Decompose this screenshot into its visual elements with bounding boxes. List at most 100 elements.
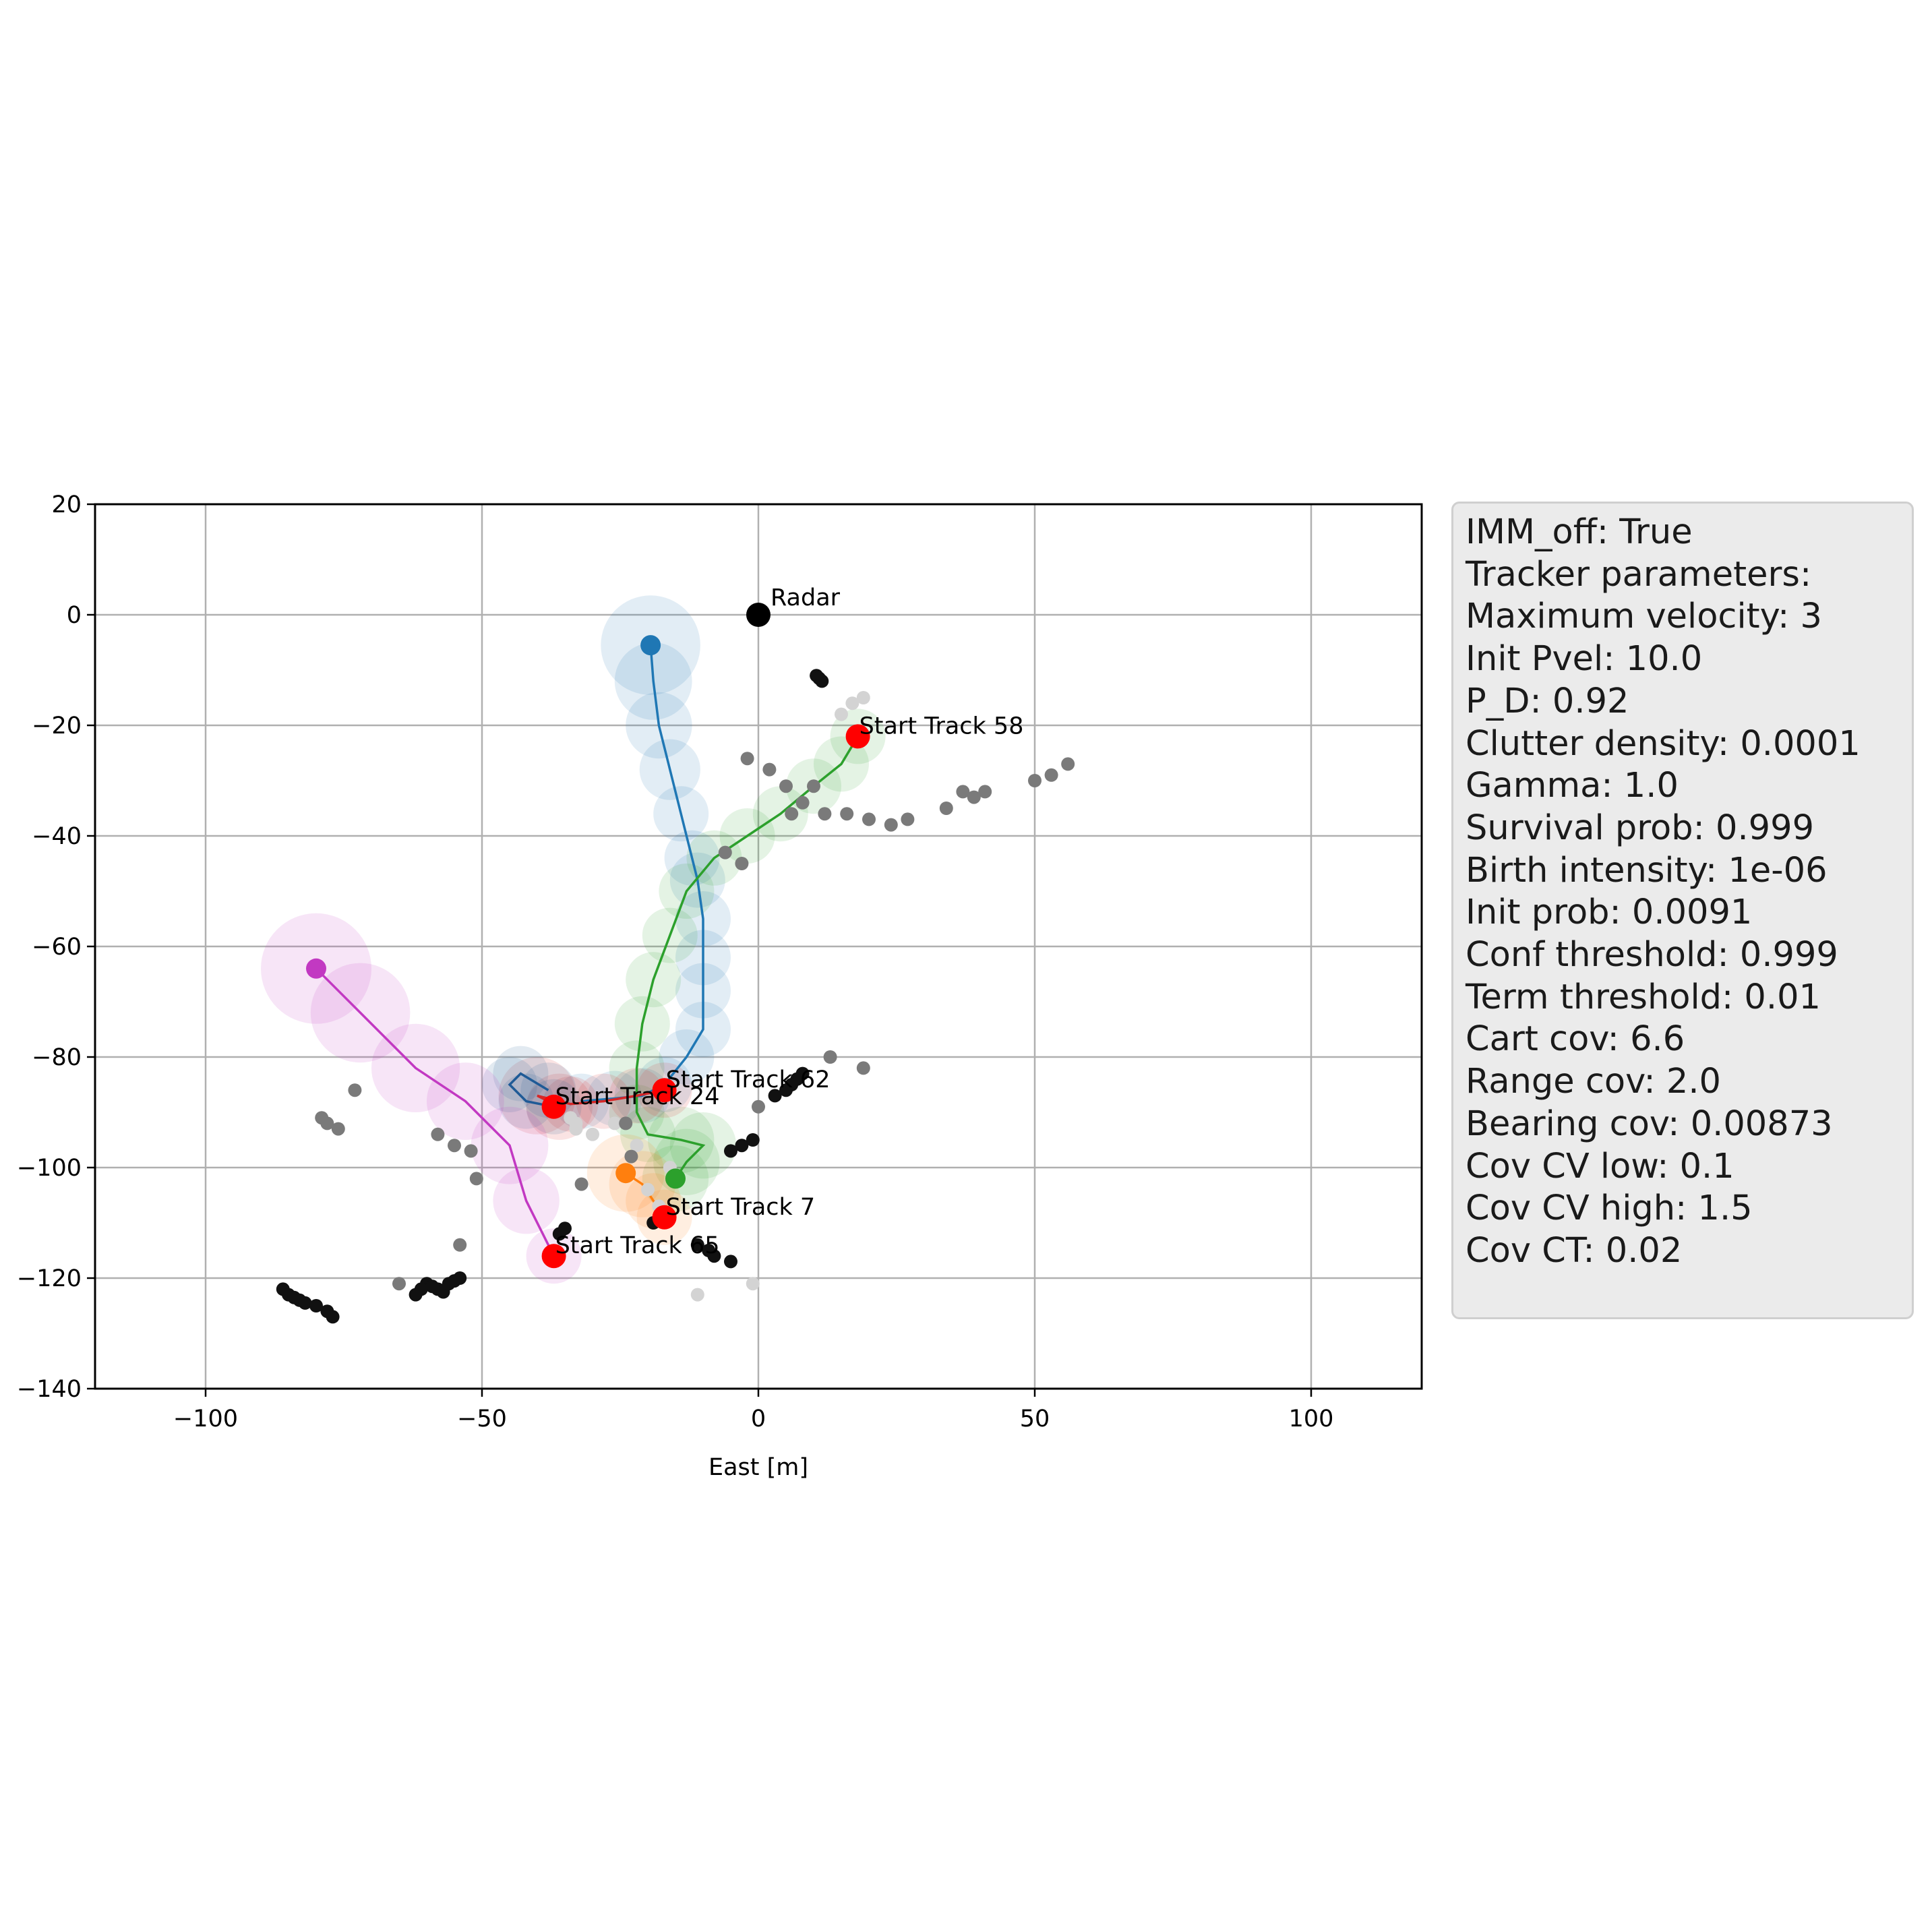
detection-old [856, 691, 870, 704]
track-head-marker [640, 635, 661, 656]
parameter-line: Birth intensity: 1e-06 [1466, 850, 1828, 890]
y-tick-label: 20 [51, 491, 82, 518]
axes: −100 −50 0 50 100 20 0 −20 −40 −60 −80 −100 −120 −140 [17, 491, 1334, 1432]
track-start-marker [652, 1205, 677, 1230]
detection-recent [779, 1083, 793, 1097]
track-head-marker [615, 1163, 636, 1184]
detection-recent [326, 1310, 340, 1324]
detection-recent [724, 1144, 737, 1158]
detection-mid [901, 812, 915, 826]
parameter-line: Term threshold: 0.01 [1466, 977, 1821, 1017]
radar-marker [746, 603, 771, 627]
detection-recent [724, 1255, 737, 1269]
radar-label: Radar [771, 584, 841, 611]
x-tick-label: 0 [751, 1406, 766, 1432]
detection-mid [956, 785, 970, 799]
detection-mid [752, 1099, 765, 1114]
detection-old [690, 1288, 704, 1302]
detection-recent [735, 1139, 749, 1153]
plot-area [261, 595, 1075, 1324]
parameter-line: Gamma: 1.0 [1466, 766, 1679, 806]
y-tick-label: −40 [32, 823, 82, 850]
parameter-box: IMM_off: True Tracker parameters: Maximum … [1451, 502, 1914, 1319]
x-tick-label: −50 [457, 1406, 507, 1432]
detection-mid [1061, 757, 1075, 771]
detection-recent [690, 1238, 704, 1252]
detection-recent [309, 1299, 323, 1312]
detection-recent [707, 1249, 721, 1263]
detection-old [586, 1127, 599, 1141]
detection-mid [348, 1083, 362, 1097]
detection-mid [862, 812, 876, 826]
parameter-line: Cov CV low: 0.1 [1466, 1146, 1734, 1186]
x-tick-label: 100 [1289, 1406, 1334, 1432]
detection-mid [1044, 768, 1058, 782]
y-tick-label: −60 [32, 934, 82, 961]
parameter-line: Conf threshold: 0.999 [1466, 935, 1838, 975]
y-tick-label: −20 [32, 713, 82, 739]
x-tick-label: −100 [173, 1406, 238, 1432]
y-tick-label: −100 [17, 1155, 82, 1182]
parameter-line: IMM_off: True [1466, 512, 1693, 552]
detection-mid [779, 779, 793, 793]
detection-mid [978, 785, 992, 799]
x-tick-label: 50 [1020, 1406, 1050, 1432]
track-start-marker [652, 1078, 677, 1103]
detection-recent [552, 1227, 566, 1241]
detection-mid [392, 1277, 406, 1291]
detection-mid [795, 795, 810, 810]
detection-mid [453, 1238, 467, 1252]
parameter-line: Init prob: 0.0091 [1466, 893, 1753, 933]
parameter-line: Cov CV high: 1.5 [1466, 1188, 1753, 1229]
detection-old [630, 1139, 644, 1153]
track-line [537, 1089, 665, 1108]
detection-old [607, 1116, 622, 1130]
track-head-marker [306, 958, 326, 979]
detection-old [845, 696, 859, 711]
y-tick-label: 0 [67, 602, 82, 629]
detection-old [835, 707, 848, 721]
detection-old [641, 1182, 655, 1197]
x-axis-label: East [m] [708, 1454, 808, 1481]
detection-mid [823, 1050, 837, 1064]
detection-mid [740, 752, 754, 766]
detection-recent [409, 1288, 423, 1302]
track-start-label: Start Track 62 [666, 1066, 831, 1093]
detection-mid [856, 1061, 870, 1075]
detection-mid [785, 807, 799, 821]
track-start-marker [541, 1244, 566, 1269]
detection-recent [746, 1133, 760, 1147]
parameter-line: Cov CT: 0.02 [1466, 1230, 1683, 1271]
detection-mid [807, 779, 820, 793]
detection-recent [768, 1089, 782, 1103]
detection-old [569, 1116, 583, 1130]
track-line [315, 967, 555, 1257]
track-start-label: Start Track 65 [555, 1232, 720, 1259]
y-tick-label: −80 [32, 1044, 82, 1071]
detection-mid [469, 1172, 483, 1186]
track-start-label: Start Track 24 [555, 1083, 720, 1110]
detection-mid [574, 1177, 588, 1191]
parameter-line: Cart cov: 6.6 [1466, 1019, 1685, 1060]
detection-mid [735, 857, 749, 870]
detection-mid [624, 1149, 638, 1164]
parameter-line: Init Pvel: 10.0 [1466, 639, 1703, 680]
parameter-line: Clutter density: 0.0001 [1466, 723, 1861, 764]
y-tick-label: −140 [17, 1376, 82, 1403]
detection-mid [718, 845, 732, 859]
parameter-line: Maximum velocity: 3 [1466, 597, 1822, 637]
parameter-line: Tracker parameters: [1466, 554, 1812, 595]
detection-recent [298, 1296, 312, 1310]
track-start-label: Start Track 7 [666, 1194, 816, 1221]
detection-mid [762, 762, 777, 777]
detection-mid [331, 1122, 345, 1136]
detection-mid [431, 1127, 445, 1141]
parameter-line: Range cov: 2.0 [1466, 1062, 1721, 1102]
detection-mid [464, 1144, 478, 1158]
detection-mid [1028, 774, 1042, 787]
detection-mid [939, 802, 953, 815]
detection-mid [840, 807, 854, 821]
track-start-label: Start Track 58 [859, 713, 1024, 739]
parameter-line: P_D: 0.92 [1466, 681, 1629, 721]
